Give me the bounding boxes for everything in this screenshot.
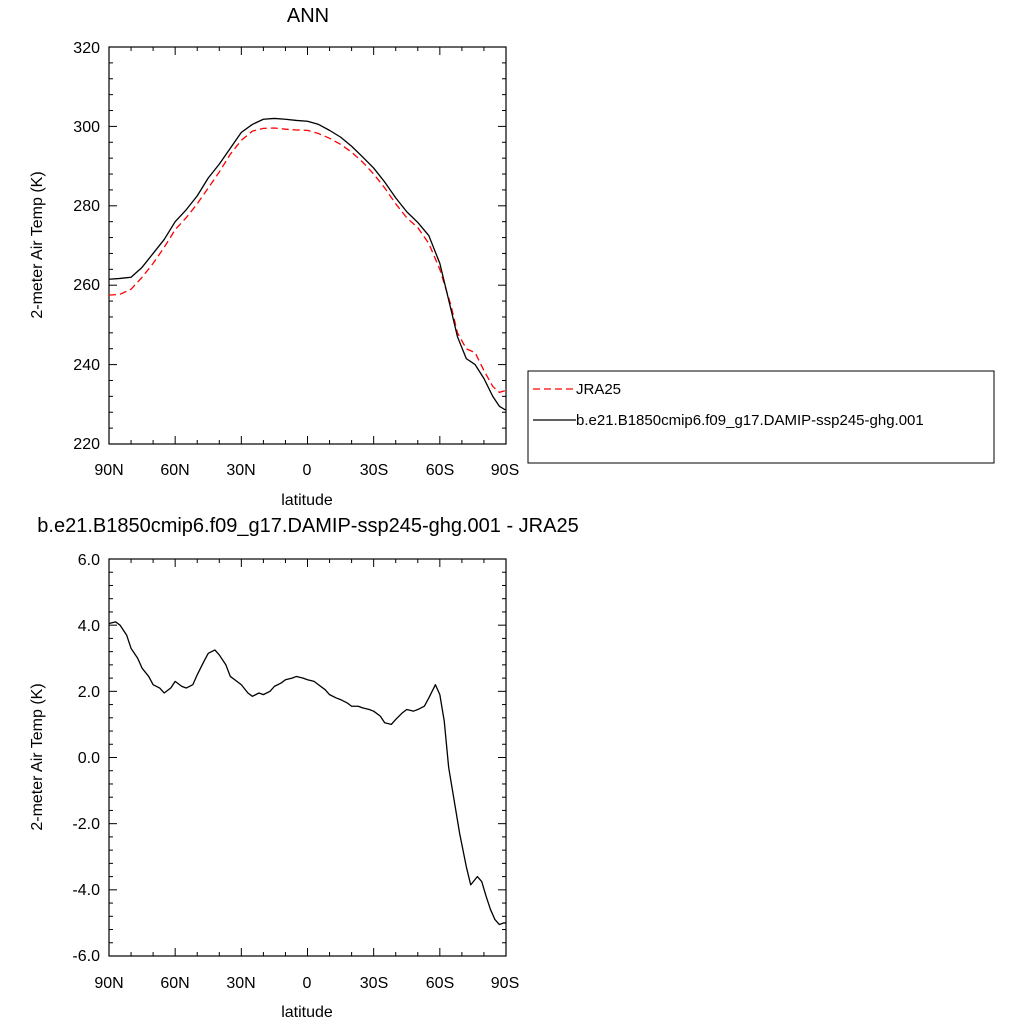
y-tick-label: 6.0 <box>78 552 100 569</box>
chart-bottom-x-axis-label: latitude <box>281 1004 333 1021</box>
chart-bottom-series <box>108 621 506 926</box>
y-tick-label: 0.0 <box>78 750 100 767</box>
legend-entry-model: b.e21.B1850cmip6.f09_g17.DAMIP-ssp245-gh… <box>533 412 924 429</box>
chart-top-ticks <box>108 46 507 445</box>
chart-bottom-x-tick-labels: 90N 60N 30N 0 30S 60S 90S <box>94 975 519 992</box>
legend-label-jra25: JRA25 <box>576 381 621 398</box>
y-tick-label: -6.0 <box>72 948 100 965</box>
chart-top-legend: JRA25 b.e21.B1850cmip6.f09_g17.DAMIP-ssp… <box>527 370 995 464</box>
x-tick-label: 90S <box>491 462 519 479</box>
x-tick-label: 90N <box>94 462 123 479</box>
top-series-line-1 <box>108 117 507 411</box>
legend-label-model: b.e21.B1850cmip6.f09_g17.DAMIP-ssp245-gh… <box>576 412 924 429</box>
y-tick-label: 320 <box>73 40 100 57</box>
chart-top-frame <box>108 46 507 445</box>
bottom-series-line-0 <box>108 621 506 926</box>
x-tick-label: 60S <box>426 462 454 479</box>
y-tick-label: 2.0 <box>78 684 100 701</box>
chart-top-y-tick-labels: 220 240 260 280 300 320 <box>73 40 100 453</box>
x-tick-label: 30N <box>226 975 255 992</box>
y-tick-label: -2.0 <box>72 816 100 833</box>
chart-top-plot <box>108 46 507 445</box>
x-tick-label: 90S <box>491 975 519 992</box>
chart-bottom-frame <box>108 558 507 957</box>
y-tick-label: 240 <box>73 357 100 374</box>
legend-entry-jra25: JRA25 <box>533 381 621 398</box>
x-tick-label: 30N <box>226 462 255 479</box>
x-tick-label: 0 <box>303 462 312 479</box>
chart-top: ANN 220 240 260 280 300 320 90N 60N 30N … <box>29 5 995 509</box>
y-tick-label: 260 <box>73 277 100 294</box>
chart-bottom-plot <box>108 558 507 957</box>
x-tick-label: 90N <box>94 975 123 992</box>
y-tick-label: 4.0 <box>78 618 100 635</box>
y-tick-label: 300 <box>73 119 100 136</box>
y-tick-label: 220 <box>73 436 100 453</box>
y-tick-label: -4.0 <box>72 882 100 899</box>
x-tick-label: 30S <box>360 975 388 992</box>
legend-box <box>527 370 995 464</box>
chart-top-x-axis-label: latitude <box>281 492 333 509</box>
x-tick-label: 0 <box>303 975 312 992</box>
chart-top-title: ANN <box>287 5 329 27</box>
chart-bottom-y-tick-labels: -6.0 -4.0 -2.0 0.0 2.0 4.0 6.0 <box>72 552 100 965</box>
x-tick-label: 60N <box>160 975 189 992</box>
chart-bottom-title: b.e21.B1850cmip6.f09_g17.DAMIP-ssp245-gh… <box>37 515 578 537</box>
x-tick-label: 60N <box>160 462 189 479</box>
chart-bottom-ticks <box>108 558 507 957</box>
x-tick-label: 30S <box>360 462 388 479</box>
chart-bottom-y-axis-label: 2-meter Air Temp (K) <box>29 683 46 830</box>
chart-bottom: b.e21.B1850cmip6.f09_g17.DAMIP-ssp245-gh… <box>29 515 579 1021</box>
chart-top-series <box>108 117 507 411</box>
chart-top-y-axis-label: 2-meter Air Temp (K) <box>29 171 46 318</box>
x-tick-label: 60S <box>426 975 454 992</box>
chart-top-x-tick-labels: 90N 60N 30N 0 30S 60S 90S <box>94 462 519 479</box>
y-tick-label: 280 <box>73 198 100 215</box>
top-series-line-0 <box>108 127 507 394</box>
